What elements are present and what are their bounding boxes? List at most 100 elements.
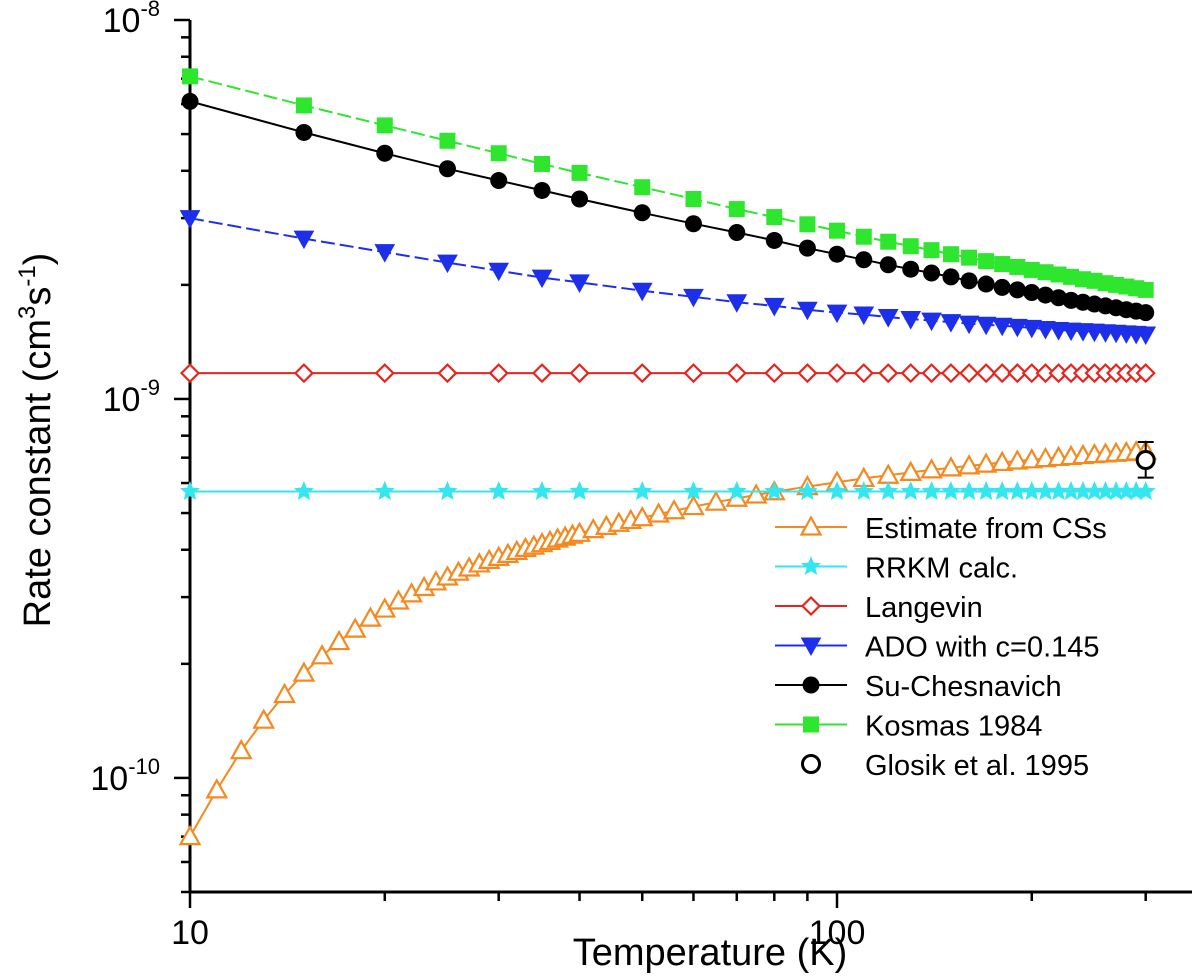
data-point (534, 155, 551, 172)
data-point (940, 363, 961, 384)
y-tick-label: 10-9 (103, 375, 160, 419)
y-tick-label-base: 10 (103, 2, 141, 40)
data-point (1036, 286, 1054, 304)
data-point (942, 268, 960, 286)
data-point (533, 181, 551, 199)
data-point (826, 363, 848, 384)
data-point (994, 256, 1011, 273)
data-point (1007, 363, 1028, 384)
data-point (1006, 318, 1028, 338)
data-point (960, 272, 978, 290)
data-point (921, 363, 942, 384)
data-point (900, 363, 921, 384)
data-point (1023, 283, 1041, 301)
data-point (990, 450, 1014, 472)
data-point (1037, 264, 1054, 281)
data-point (273, 682, 296, 704)
data-point (991, 317, 1013, 337)
data-point (992, 363, 1013, 384)
legend-label: Su-Chesnavich (865, 671, 1062, 703)
data-point (1137, 281, 1154, 298)
data-point (744, 483, 768, 504)
data-point (726, 294, 748, 313)
data-point (310, 644, 334, 665)
data-point (683, 480, 704, 500)
data-point (437, 363, 458, 384)
data-point (633, 204, 651, 222)
data-point (327, 629, 351, 651)
data-point (178, 824, 202, 846)
data-point (569, 363, 590, 384)
data-point (488, 480, 509, 500)
data-point (180, 480, 200, 500)
series-su-chesnavich (181, 92, 1155, 322)
x-axis-label: Temperature (K) (573, 932, 848, 974)
data-point (763, 297, 785, 317)
data-point (1135, 480, 1156, 500)
data-point (992, 480, 1013, 500)
data-point (900, 311, 922, 330)
y-tick-label-base: 10 (103, 381, 141, 419)
data-point (376, 144, 394, 162)
legend-item: ADO with c=0.145 (775, 632, 1100, 664)
legend-marker (801, 556, 821, 575)
data-point (974, 452, 998, 473)
data-point (853, 306, 875, 326)
data-point (797, 363, 818, 384)
series-glosik-et-al-1995 (1135, 440, 1156, 479)
legend-marker (802, 676, 820, 694)
data-point (569, 274, 590, 293)
y-tick-label-base: 10 (90, 760, 128, 798)
data-point (683, 288, 704, 308)
data-point (374, 363, 395, 384)
data-point (961, 249, 978, 266)
data-point (295, 97, 312, 114)
data-point (1007, 480, 1028, 500)
data-point (993, 278, 1011, 296)
legend-marker (803, 716, 819, 733)
legend-marker (801, 754, 821, 774)
data-point (900, 480, 921, 500)
data-point (293, 480, 314, 500)
data-point (853, 363, 874, 384)
data-point (1005, 449, 1029, 470)
data-point (1073, 480, 1093, 500)
data-point (1035, 363, 1056, 384)
data-point (921, 480, 942, 500)
legend-item: Kosmas 1984 (775, 711, 1042, 743)
legend-label: Estimate from CSs (865, 513, 1107, 545)
y-axis-label: Rate constant (cm3s-1) (14, 253, 59, 628)
data-point (343, 617, 367, 638)
data-point (878, 363, 899, 384)
data-point (205, 778, 229, 799)
data-point (1009, 258, 1026, 275)
data-point (437, 254, 458, 274)
data-point (764, 480, 785, 500)
data-point (977, 275, 995, 293)
data-point (765, 231, 783, 249)
data-point (975, 316, 997, 336)
data-point (374, 244, 396, 263)
data-point (704, 490, 728, 511)
data-point (726, 480, 747, 500)
data-point (293, 363, 314, 384)
series-layer (178, 68, 1158, 846)
legend-item: Estimate from CSs (775, 513, 1107, 545)
data-point (827, 480, 847, 500)
y-tick-label: 10-10 (90, 754, 160, 798)
series-line (189, 217, 1146, 336)
x-tick-label: 100 (809, 914, 866, 952)
y-tick-label-exponent: -9 (140, 375, 160, 400)
series-langevin (179, 363, 1156, 384)
x-tick-label: 10 (171, 914, 209, 952)
data-point (921, 312, 942, 332)
y-tick-label: 10-8 (103, 0, 160, 40)
data-point (878, 480, 899, 500)
data-point (632, 480, 653, 500)
series-rrkm-calc- (180, 480, 1156, 500)
series-kosmas-1984 (182, 68, 1154, 298)
data-point (855, 251, 873, 269)
data-point (879, 256, 897, 274)
